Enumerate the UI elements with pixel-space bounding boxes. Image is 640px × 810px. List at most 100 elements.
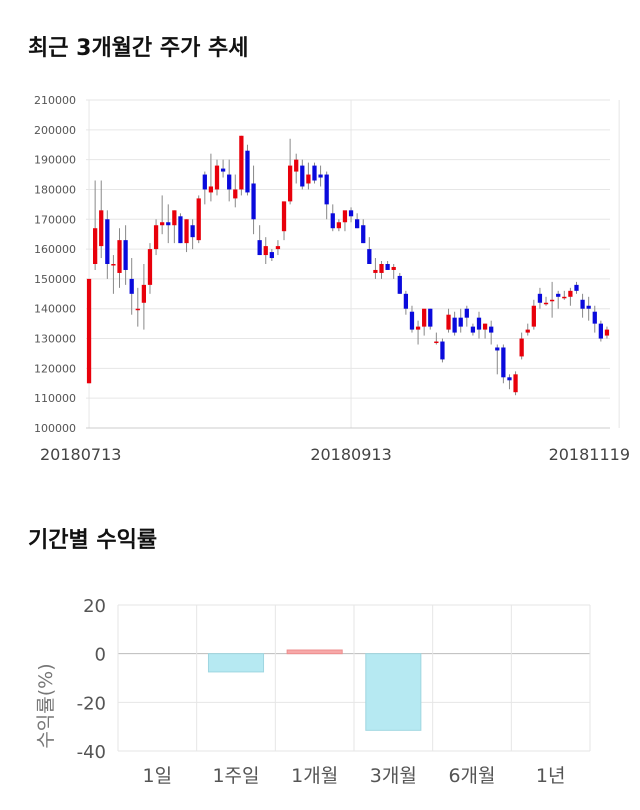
candle-body: [105, 219, 110, 264]
return-bar: [207, 653, 265, 673]
candle-body: [196, 198, 201, 241]
y-tick-label: 210000: [34, 94, 76, 107]
candle-body: [129, 278, 134, 294]
candle-body: [586, 305, 591, 309]
candlestick-chart: 100000 110000 120000 130000 140000 150000 1600…: [34, 94, 630, 464]
x-category-label: 3개월: [370, 765, 417, 787]
candle-body: [239, 135, 244, 190]
candle-body: [202, 174, 207, 190]
candle-body: [336, 222, 341, 229]
candle-body: [434, 341, 439, 344]
candle-body: [537, 293, 543, 303]
return-bar: [286, 649, 343, 655]
candle-body: [397, 275, 402, 294]
candle-body: [172, 210, 177, 226]
x-category-label: 1주일: [212, 765, 259, 787]
candle-body: [476, 317, 482, 330]
x-tick-label: 20180913: [310, 445, 391, 464]
candle-body: [446, 314, 451, 330]
candle-body: [452, 317, 457, 333]
candle-body: [549, 299, 555, 302]
candle-body: [507, 377, 512, 381]
candle-body: [361, 225, 366, 244]
y-tick-label: 110000: [34, 392, 76, 405]
return-bar: [365, 653, 422, 731]
candle-body: [355, 219, 360, 229]
candle-body: [111, 264, 116, 266]
candle-body: [482, 323, 488, 330]
y-tick-label: 20: [83, 596, 106, 617]
candle-body: [519, 338, 524, 357]
candle-body: [385, 264, 390, 270]
candle-body: [263, 246, 268, 256]
candle-body: [409, 311, 415, 330]
candle-body: [531, 305, 536, 327]
candle-body: [275, 246, 281, 250]
candle-body: [160, 222, 165, 226]
candle-body: [99, 210, 104, 247]
candle-body: [543, 302, 549, 305]
candle-body: [342, 210, 348, 223]
candle-body: [184, 219, 189, 244]
candle-body: [324, 174, 329, 205]
x-category-label: 1개월: [291, 765, 338, 787]
candle-body: [227, 174, 232, 190]
candle-body: [153, 225, 159, 250]
candle-body: [464, 308, 469, 318]
candle-body: [269, 252, 274, 259]
candle-body: [367, 249, 372, 264]
y-tick-label: -40: [77, 742, 106, 763]
candle-body: [403, 293, 409, 309]
candle-body: [220, 168, 226, 172]
y-tick-label: 120000: [34, 362, 76, 375]
candle-body: [135, 308, 140, 311]
y-axis-label: 수익률(%): [35, 663, 57, 748]
returns-chart-title: 기간별 수익률: [28, 528, 158, 553]
y-tick-label: 180000: [34, 183, 76, 196]
y-tick-label: 190000: [34, 154, 76, 167]
candle-body: [440, 341, 445, 360]
candle-body: [86, 278, 92, 384]
candle-body: [123, 240, 128, 270]
candle-body: [166, 222, 171, 226]
x-category-label: 6개월: [448, 765, 495, 787]
candle-body: [525, 329, 530, 333]
y-tick-label: 100000: [34, 422, 76, 435]
candle-body: [422, 308, 427, 327]
candle-body: [93, 228, 98, 264]
candle-body: [300, 165, 305, 187]
x-tick-label: 20180713: [40, 445, 121, 464]
candle-body: [147, 249, 153, 285]
candle-body: [190, 225, 195, 238]
candle-body: [348, 210, 354, 217]
y-tick-label: 130000: [34, 333, 76, 346]
price-chart-title: 최근 3개월간 주가 추세: [28, 36, 249, 61]
candle-body: [141, 284, 147, 303]
candle-body: [245, 150, 250, 193]
candle-body: [251, 183, 256, 220]
candle-body: [330, 213, 335, 229]
y-tick-label: 0: [95, 645, 106, 666]
candle-body: [458, 317, 463, 327]
candle-body: [312, 165, 317, 181]
y-tick-label: 160000: [34, 243, 76, 256]
candle-body: [513, 374, 518, 393]
y-tick-label: 150000: [34, 273, 76, 286]
candle-body: [178, 216, 183, 244]
x-category-label: 1년: [536, 765, 566, 787]
candle-body: [592, 311, 597, 324]
returns-bar-chart: 20 0 -20 -40 수익률(%) 1일 1주일 1개월 3개월 6개월 1년: [35, 596, 591, 787]
candle-body: [318, 174, 323, 178]
candle-body: [281, 201, 287, 232]
candle-body: [580, 299, 585, 309]
candle-body: [233, 189, 238, 199]
y-tick-label: 140000: [34, 303, 76, 316]
candle-body: [501, 347, 506, 378]
candle-body: [428, 308, 433, 327]
candle-body: [415, 326, 421, 330]
candle-body: [598, 323, 603, 339]
candle-body: [208, 186, 214, 193]
candle-body: [379, 264, 384, 273]
candle-body: [214, 165, 220, 190]
x-category-label: 1일: [143, 765, 173, 787]
